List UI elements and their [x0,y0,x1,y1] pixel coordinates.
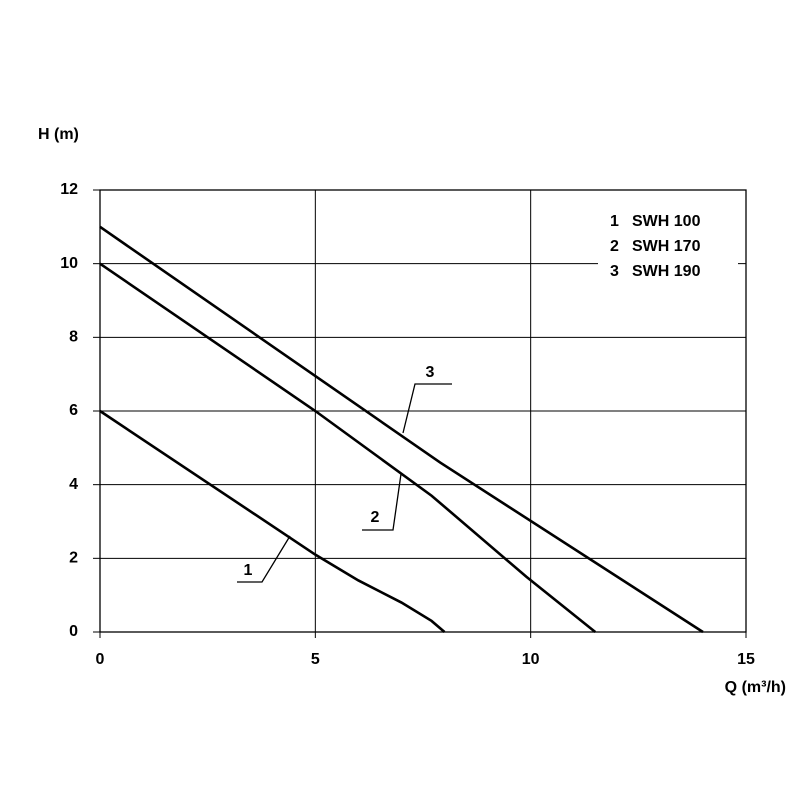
leader-line [362,473,402,531]
x-axis-label: Q (m³/h) [725,679,786,696]
curve-label: 2 [371,509,380,526]
x-tick-label: 0 [96,651,105,668]
y-tick-label: 4 [69,476,78,493]
legend-box [598,207,738,289]
y-tick-label: 8 [69,329,78,346]
y-axis-label: H (m) [38,126,79,143]
x-tick-label: 15 [737,651,755,668]
curve-label: 3 [426,364,435,381]
pump-curve [99,409,446,633]
leader-line [237,535,291,583]
pump-curve [99,225,704,634]
pump-curve [99,262,597,634]
legend-number: 3 [610,263,619,280]
legend-number: 2 [610,238,619,255]
legend-label: SWH 100 [632,213,701,230]
legend-label: SWH 190 [632,263,701,280]
leader-line [402,383,452,434]
legend-label: SWH 170 [632,238,701,255]
x-tick-label: 10 [522,651,540,668]
curve-label: 1 [244,562,253,579]
y-tick-label: 0 [69,623,78,640]
y-tick-label: 12 [60,181,78,198]
leader-lines [237,383,452,583]
y-tick-label: 6 [69,402,78,419]
legend-number: 1 [610,213,619,230]
y-tick-label: 10 [60,255,78,272]
x-tick-label: 5 [311,651,320,668]
y-tick-label: 2 [69,550,78,567]
